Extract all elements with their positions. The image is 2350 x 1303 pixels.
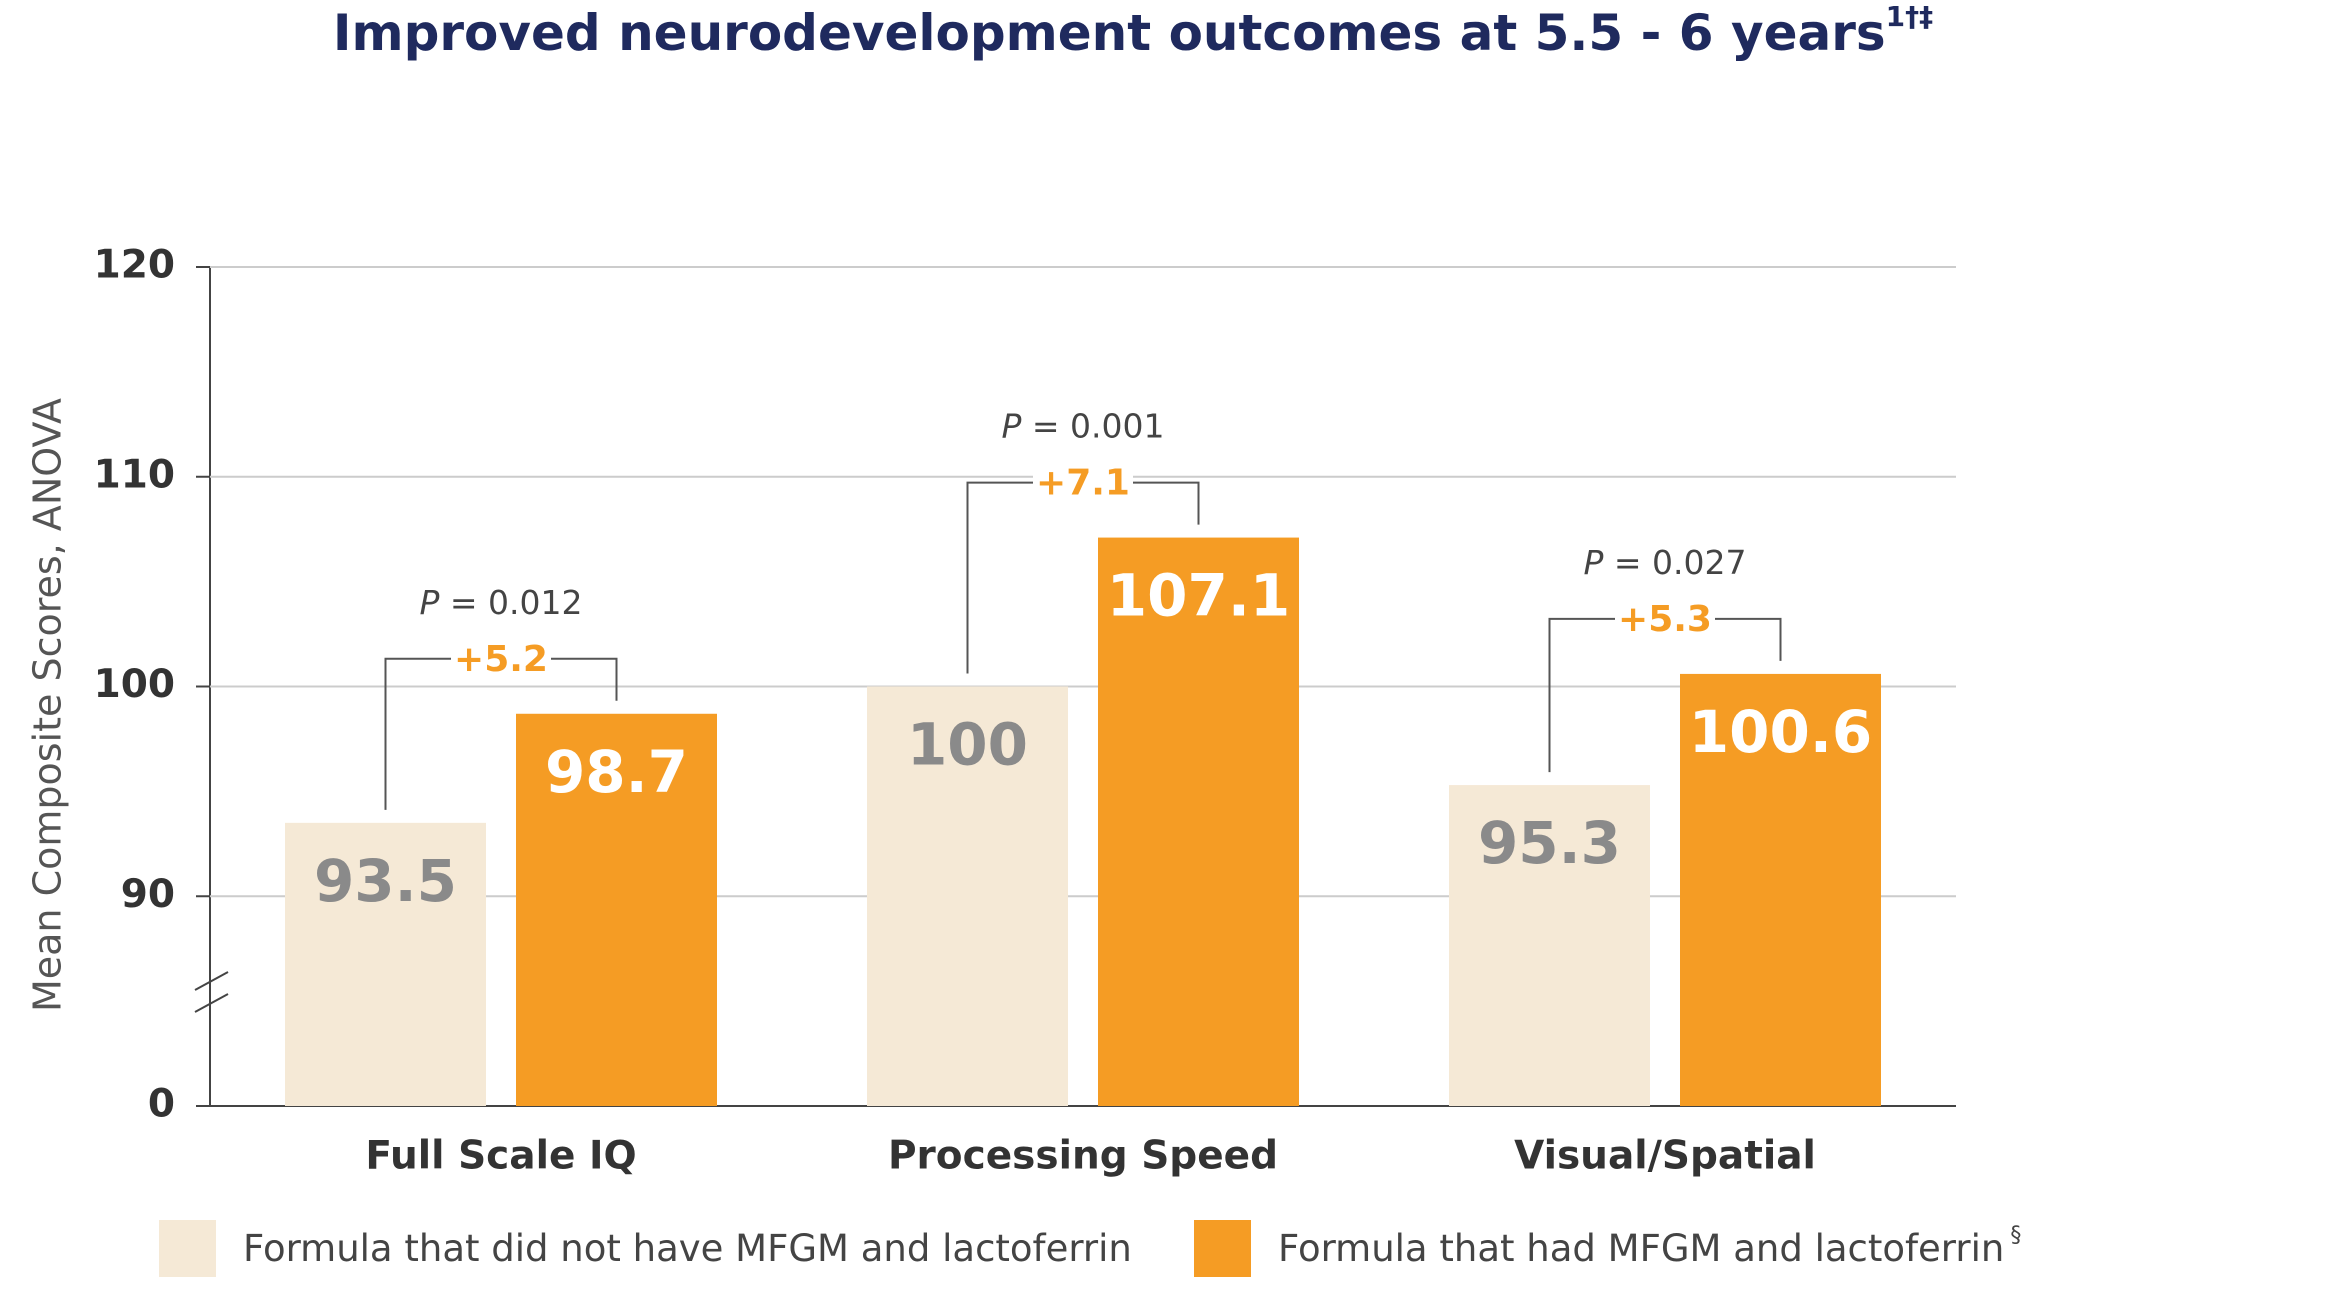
bracket-gap	[1615, 598, 1715, 639]
x-tick-label: Processing Speed	[888, 1134, 1278, 1179]
legend-swatch	[1194, 1220, 1251, 1277]
bracket-gap	[1033, 462, 1133, 503]
bar	[1680, 673, 1881, 1106]
chart-title: Improved neurodevelopment outcomes at 5.…	[333, 0, 1933, 62]
legend-superscript: §	[2010, 1223, 2021, 1248]
y-tick-label: 100	[94, 662, 175, 707]
legend-text: Formula that had MFGM and lactoferrin	[1278, 1227, 2004, 1270]
p-text: = 0.001	[1021, 406, 1164, 445]
legend-swatch	[159, 1220, 216, 1277]
bar	[1449, 785, 1650, 1106]
legend-label: Formula that did not have MFGM and lacto…	[243, 1227, 1132, 1270]
p-text: = 0.012	[439, 582, 582, 621]
axis-break	[194, 971, 229, 991]
bar	[285, 822, 486, 1106]
p-symbol: P	[1583, 542, 1603, 581]
p-symbol: P	[1001, 406, 1021, 445]
bar	[867, 686, 1068, 1106]
p-symbol: P	[419, 582, 439, 621]
bar	[516, 713, 717, 1106]
legend-text: Formula that did not have MFGM and lacto…	[243, 1227, 1132, 1270]
y-tick-label: 110	[94, 452, 175, 497]
bracket-gap	[451, 638, 551, 679]
value-label: 100.6	[1689, 698, 1872, 766]
value-label: 100	[907, 711, 1028, 779]
p-text: = 0.027	[1603, 542, 1746, 581]
y-tick-label: 0	[148, 1082, 175, 1127]
difference-label: +5.2	[454, 639, 548, 680]
legend-label: Formula that had MFGM and lactoferrin §	[1278, 1223, 2021, 1270]
p-value: P = 0.012	[419, 582, 582, 621]
value-label: 95.3	[1478, 809, 1621, 877]
x-tick-label: Visual/Spatial	[1514, 1134, 1816, 1179]
bar	[1098, 537, 1299, 1106]
y-axis-label: Mean Composite Scores, ANOVA	[26, 398, 70, 1012]
y-tick-label: 120	[94, 243, 175, 288]
value-label: 98.7	[545, 738, 688, 806]
x-tick-label: Full Scale IQ	[365, 1134, 636, 1179]
difference-label: +7.1	[1036, 463, 1130, 504]
p-value: P = 0.027	[1583, 542, 1746, 581]
title-superscript: 1†‡	[1886, 0, 1933, 33]
p-value: P = 0.001	[1001, 406, 1164, 445]
title-text: Improved neurodevelopment outcomes at 5.…	[333, 4, 1886, 62]
value-label: 93.5	[314, 847, 457, 915]
value-label: 107.1	[1107, 562, 1290, 630]
y-tick-label: 90	[121, 872, 175, 917]
difference-label: +5.3	[1618, 599, 1712, 640]
axis-break	[194, 993, 229, 1013]
